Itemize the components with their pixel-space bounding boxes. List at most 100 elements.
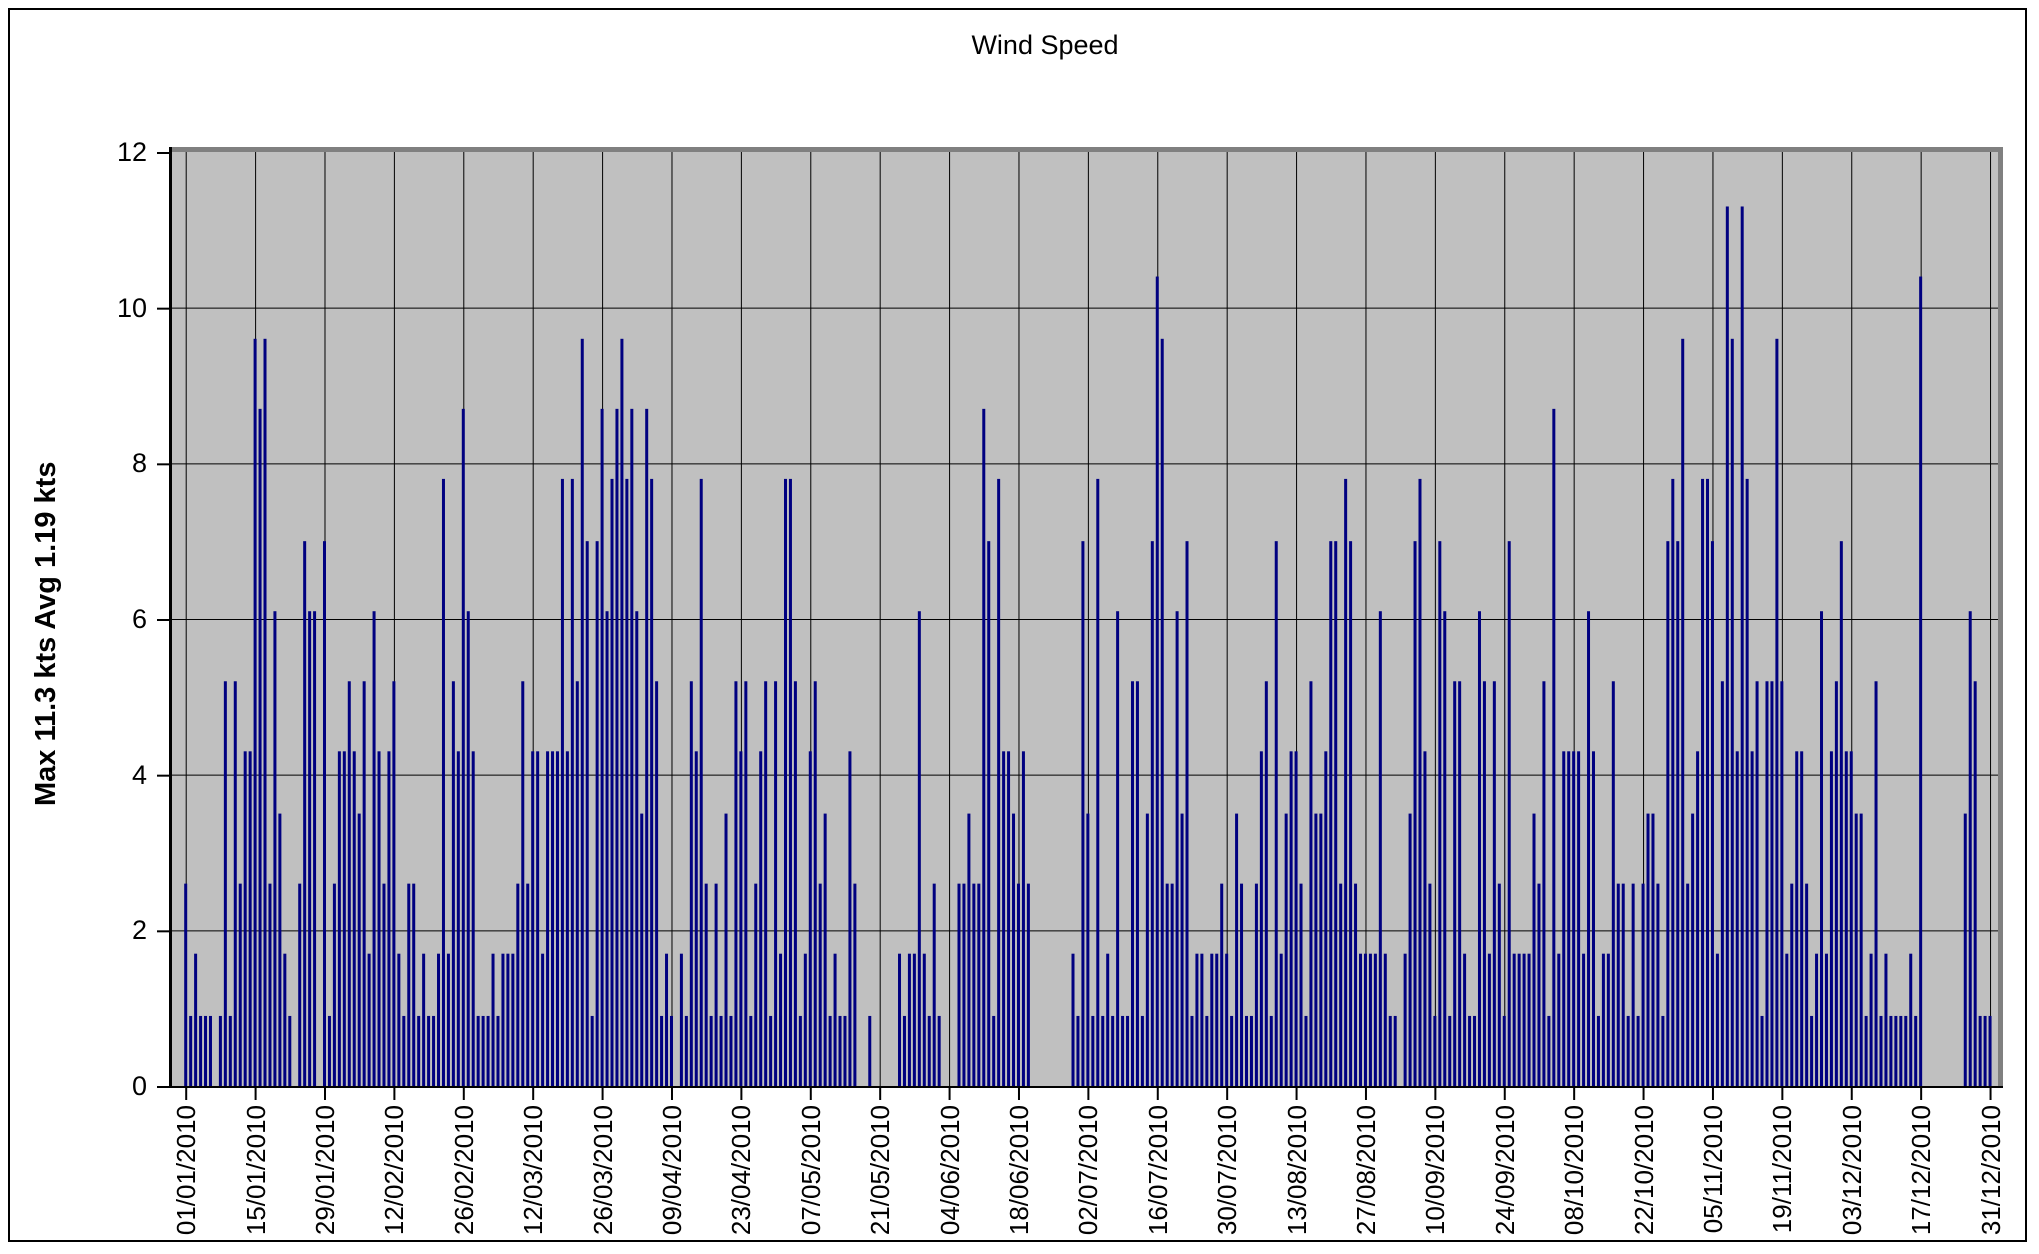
wind-speed-bar (1185, 541, 1189, 1086)
wind-speed-bar (184, 883, 188, 1086)
wind-speed-bar (967, 813, 971, 1086)
wind-speed-bar (684, 1015, 688, 1086)
wind-speed-bar (1413, 541, 1417, 1086)
wind-speed-bar (1448, 1015, 1452, 1086)
wind-speed-bar (1552, 408, 1556, 1087)
wind-speed-bar (1740, 206, 1744, 1086)
wind-speed-bar (1889, 1015, 1893, 1086)
wind-speed-bar (1021, 751, 1025, 1086)
plot-border-right (1998, 147, 2003, 1086)
wind-speed-bar (407, 883, 411, 1086)
wind-speed-bar (1582, 953, 1586, 1086)
wind-speed-bar (1502, 1015, 1506, 1086)
wind-speed-bar (645, 408, 649, 1087)
wind-speed-bar (432, 1015, 436, 1086)
wind-speed-bar (204, 1015, 208, 1086)
wind-speed-bar (1215, 953, 1219, 1086)
wind-speed-bar (248, 751, 252, 1086)
wind-speed-bar (714, 883, 718, 1086)
wind-speed-bar (1388, 1015, 1392, 1086)
wind-speed-bar (744, 681, 748, 1086)
wind-speed-bar (630, 408, 634, 1087)
wind-speed-bar (1130, 681, 1134, 1086)
wind-speed-bar (555, 751, 559, 1086)
wind-speed-bar (679, 953, 683, 1086)
x-tick-label: 04/06/2010 (934, 1105, 965, 1236)
wind-speed-bar (828, 1015, 832, 1086)
wind-speed-bar (823, 813, 827, 1086)
x-tick-label: 15/01/2010 (240, 1105, 271, 1236)
wind-speed-bar (1750, 751, 1754, 1086)
wind-speed-bar (1274, 541, 1278, 1086)
wind-speed-bar (238, 883, 242, 1086)
wind-speed-bar (1294, 751, 1298, 1086)
wind-speed-bar (982, 408, 986, 1087)
wind-speed-bar (1428, 883, 1432, 1086)
chart-outer-border (8, 8, 2027, 1242)
wind-speed-bar (694, 751, 698, 1086)
wind-speed-bar (1720, 681, 1724, 1086)
wind-speed-bar (1572, 751, 1576, 1086)
wind-speed-bar (303, 541, 307, 1086)
wind-speed-bar (278, 813, 282, 1086)
x-tick-label: 12/03/2010 (518, 1105, 549, 1236)
x-tick-label: 31/12/2010 (1975, 1105, 2006, 1236)
wind-speed-bar (1829, 751, 1833, 1086)
wind-speed-bar (1249, 1015, 1253, 1086)
wind-speed-bar (1705, 478, 1709, 1086)
wind-speed-bar (1145, 813, 1149, 1086)
wind-speed-bar (1909, 953, 1913, 1086)
wind-speed-bar (1235, 813, 1239, 1086)
wind-speed-bar (843, 1015, 847, 1086)
wind-speed-bar (228, 1015, 232, 1086)
wind-speed-bar (1725, 206, 1729, 1086)
wind-speed-bar (496, 1015, 500, 1086)
wind-speed-bar (1507, 541, 1511, 1086)
wind-speed-bar (793, 681, 797, 1086)
wind-speed-bar (615, 408, 619, 1087)
wind-speed-bar (1135, 681, 1139, 1086)
wind-speed-bar (1155, 276, 1159, 1086)
wind-speed-bar (704, 883, 708, 1086)
wind-speed-bar (1760, 1015, 1764, 1086)
wind-speed-bar (1894, 1015, 1898, 1086)
y-tick-label: 2 (131, 915, 147, 946)
wind-speed-bar (962, 883, 966, 1086)
wind-speed-bar (1205, 1015, 1209, 1086)
wind-speed-bar (1106, 953, 1110, 1086)
wind-speed-bar (759, 751, 763, 1086)
wind-speed-bar (1463, 953, 1467, 1086)
wind-speed-bar (402, 1015, 406, 1086)
wind-speed-bar (1101, 1015, 1105, 1086)
wind-speed-bar (1344, 478, 1348, 1086)
wind-speed-bar (456, 751, 460, 1086)
wind-speed-bar (1596, 1015, 1600, 1086)
wind-speed-bar (655, 681, 659, 1086)
wind-speed-bar (922, 953, 926, 1086)
wind-speed-bar (595, 541, 599, 1086)
chart-title: Wind Speed (971, 30, 1119, 60)
wind-speed-bar (506, 953, 510, 1086)
wind-speed-bar (1482, 681, 1486, 1086)
wind-speed-bar (1473, 1015, 1477, 1086)
wind-speed-bar (848, 751, 852, 1086)
wind-speed-bar (268, 883, 272, 1086)
x-tick-label: 10/09/2010 (1420, 1105, 1451, 1236)
wind-speed-bar (1968, 611, 1972, 1086)
wind-speed-bar (427, 1015, 431, 1086)
wind-speed-bar (362, 681, 366, 1086)
wind-speed-bar (699, 478, 703, 1086)
wind-speed-bar (1790, 883, 1794, 1086)
wind-speed-bar (1314, 813, 1318, 1086)
wind-speed-bar (1616, 883, 1620, 1086)
wind-speed-bar (1532, 813, 1536, 1086)
wind-speed-bar (1081, 541, 1085, 1086)
wind-speed-bar (313, 611, 317, 1086)
x-tick-label: 13/08/2010 (1281, 1105, 1312, 1236)
wind-speed-bar (1557, 953, 1561, 1086)
wind-speed-bar (779, 953, 783, 1086)
wind-speed-bar (1150, 541, 1154, 1086)
wind-speed-bar (709, 1015, 713, 1086)
wind-speed-bar (1696, 751, 1700, 1086)
